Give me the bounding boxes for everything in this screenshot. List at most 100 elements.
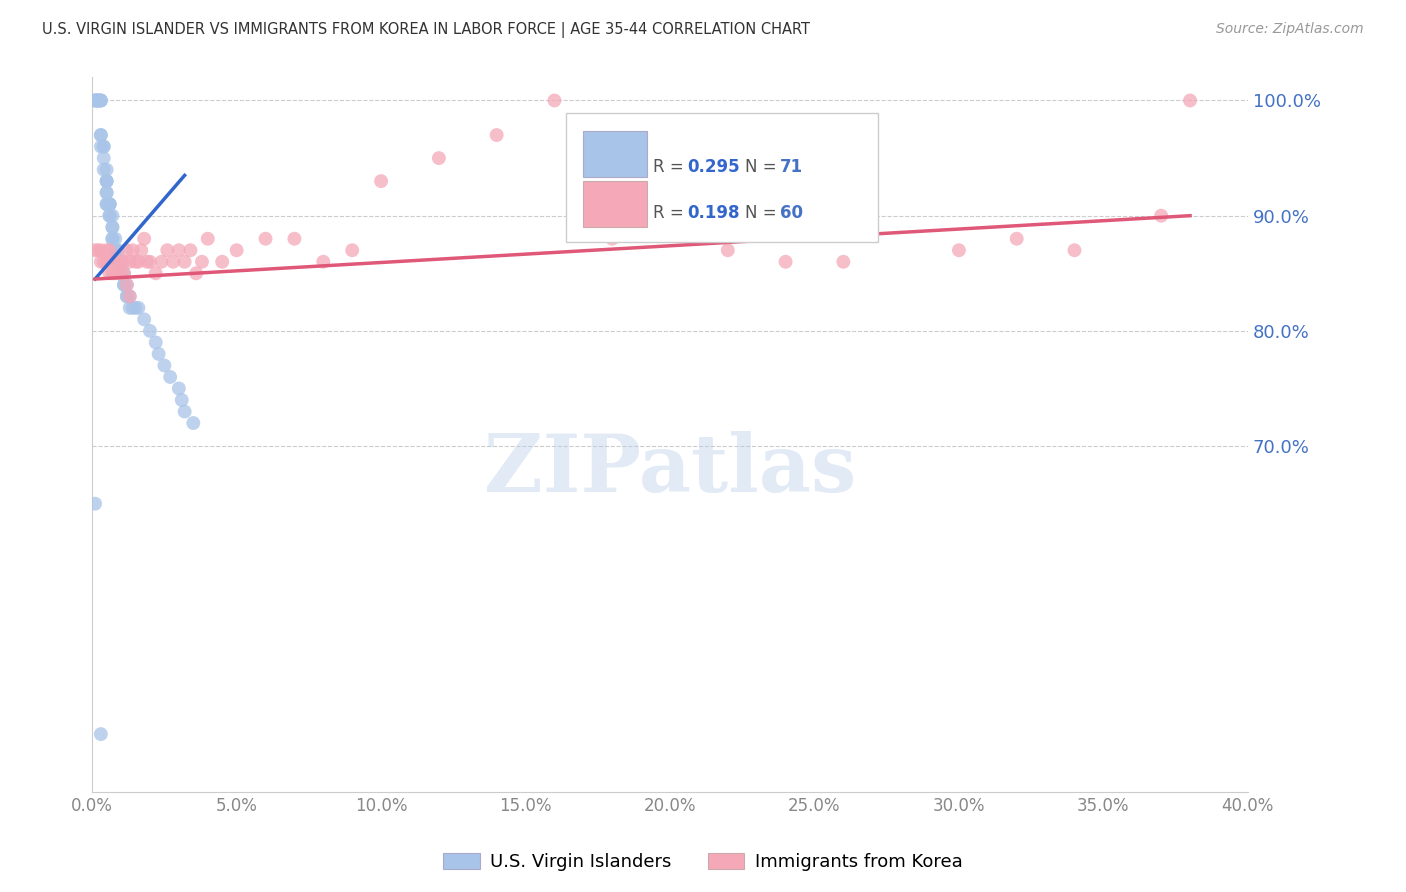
Point xyxy=(84,94,107,108)
Point xyxy=(148,347,170,361)
Point xyxy=(110,254,132,268)
Point xyxy=(115,289,138,303)
Point xyxy=(96,162,118,177)
Point xyxy=(150,254,173,268)
Text: N =: N = xyxy=(745,204,782,222)
Point xyxy=(211,254,233,268)
Point xyxy=(115,277,138,292)
Point xyxy=(96,174,118,188)
Point xyxy=(543,94,565,108)
Point xyxy=(98,197,121,211)
Point xyxy=(101,232,124,246)
Text: N =: N = xyxy=(745,158,782,176)
Point xyxy=(93,254,115,268)
Point xyxy=(84,497,107,511)
Point xyxy=(90,94,112,108)
Text: ZIPatlas: ZIPatlas xyxy=(484,432,856,509)
Point xyxy=(370,174,392,188)
Point xyxy=(90,727,112,741)
Point xyxy=(115,277,138,292)
Point xyxy=(98,197,121,211)
Point xyxy=(93,162,115,177)
Point xyxy=(98,209,121,223)
Point xyxy=(129,244,152,258)
Text: Source: ZipAtlas.com: Source: ZipAtlas.com xyxy=(1216,22,1364,37)
Point xyxy=(107,254,129,268)
Point xyxy=(101,220,124,235)
Point xyxy=(162,254,184,268)
Text: U.S. VIRGIN ISLANDER VS IMMIGRANTS FROM KOREA IN LABOR FORCE | AGE 35-44 CORRELA: U.S. VIRGIN ISLANDER VS IMMIGRANTS FROM … xyxy=(42,22,810,38)
Point xyxy=(948,244,970,258)
Point xyxy=(179,244,201,258)
Point xyxy=(197,232,219,246)
Point xyxy=(340,244,363,258)
Point xyxy=(186,266,208,280)
Point xyxy=(167,382,190,396)
Point xyxy=(159,370,181,384)
Point xyxy=(87,94,110,108)
Text: 0.198: 0.198 xyxy=(688,204,740,222)
Point xyxy=(121,244,143,258)
Point xyxy=(181,416,204,430)
Point xyxy=(127,254,149,268)
Point xyxy=(96,186,118,200)
Point xyxy=(98,197,121,211)
Text: R =: R = xyxy=(652,204,689,222)
Point xyxy=(170,392,193,407)
Point xyxy=(104,244,127,258)
Point xyxy=(1150,209,1173,223)
Point xyxy=(96,174,118,188)
Point xyxy=(104,244,127,258)
Point xyxy=(121,301,143,315)
Point xyxy=(87,244,110,258)
Point xyxy=(98,266,121,280)
Point xyxy=(96,174,118,188)
Point xyxy=(1178,94,1201,108)
Point xyxy=(156,244,179,258)
Point xyxy=(832,254,855,268)
Point xyxy=(167,244,190,258)
Point xyxy=(110,266,132,280)
Point xyxy=(84,94,107,108)
Point xyxy=(110,266,132,280)
Point xyxy=(98,209,121,223)
Point xyxy=(134,232,156,246)
Point xyxy=(118,289,141,303)
Point xyxy=(485,128,508,142)
Point xyxy=(101,254,124,268)
Point xyxy=(104,254,127,268)
Point xyxy=(191,254,214,268)
Point xyxy=(775,254,797,268)
Point xyxy=(153,359,176,373)
Point xyxy=(139,324,162,338)
Point xyxy=(173,404,195,418)
Point xyxy=(87,94,110,108)
Point xyxy=(1063,244,1085,258)
Point xyxy=(110,254,132,268)
Point xyxy=(96,186,118,200)
Point xyxy=(112,277,135,292)
Point xyxy=(254,232,277,246)
Point xyxy=(101,220,124,235)
Point xyxy=(118,301,141,315)
Point xyxy=(427,151,450,165)
Point xyxy=(659,209,682,223)
Point xyxy=(84,94,107,108)
Point xyxy=(112,254,135,268)
Point xyxy=(118,254,141,268)
Point xyxy=(115,289,138,303)
Text: 71: 71 xyxy=(780,158,803,176)
Point xyxy=(107,244,129,258)
Point xyxy=(90,254,112,268)
Point xyxy=(118,289,141,303)
Point xyxy=(90,139,112,153)
Point xyxy=(145,335,167,350)
Point xyxy=(110,266,132,280)
Point xyxy=(1005,232,1028,246)
Point xyxy=(104,232,127,246)
Point xyxy=(90,94,112,108)
Point xyxy=(96,254,118,268)
Legend: U.S. Virgin Islanders, Immigrants from Korea: U.S. Virgin Islanders, Immigrants from K… xyxy=(436,846,970,879)
Point xyxy=(112,277,135,292)
Point xyxy=(115,244,138,258)
